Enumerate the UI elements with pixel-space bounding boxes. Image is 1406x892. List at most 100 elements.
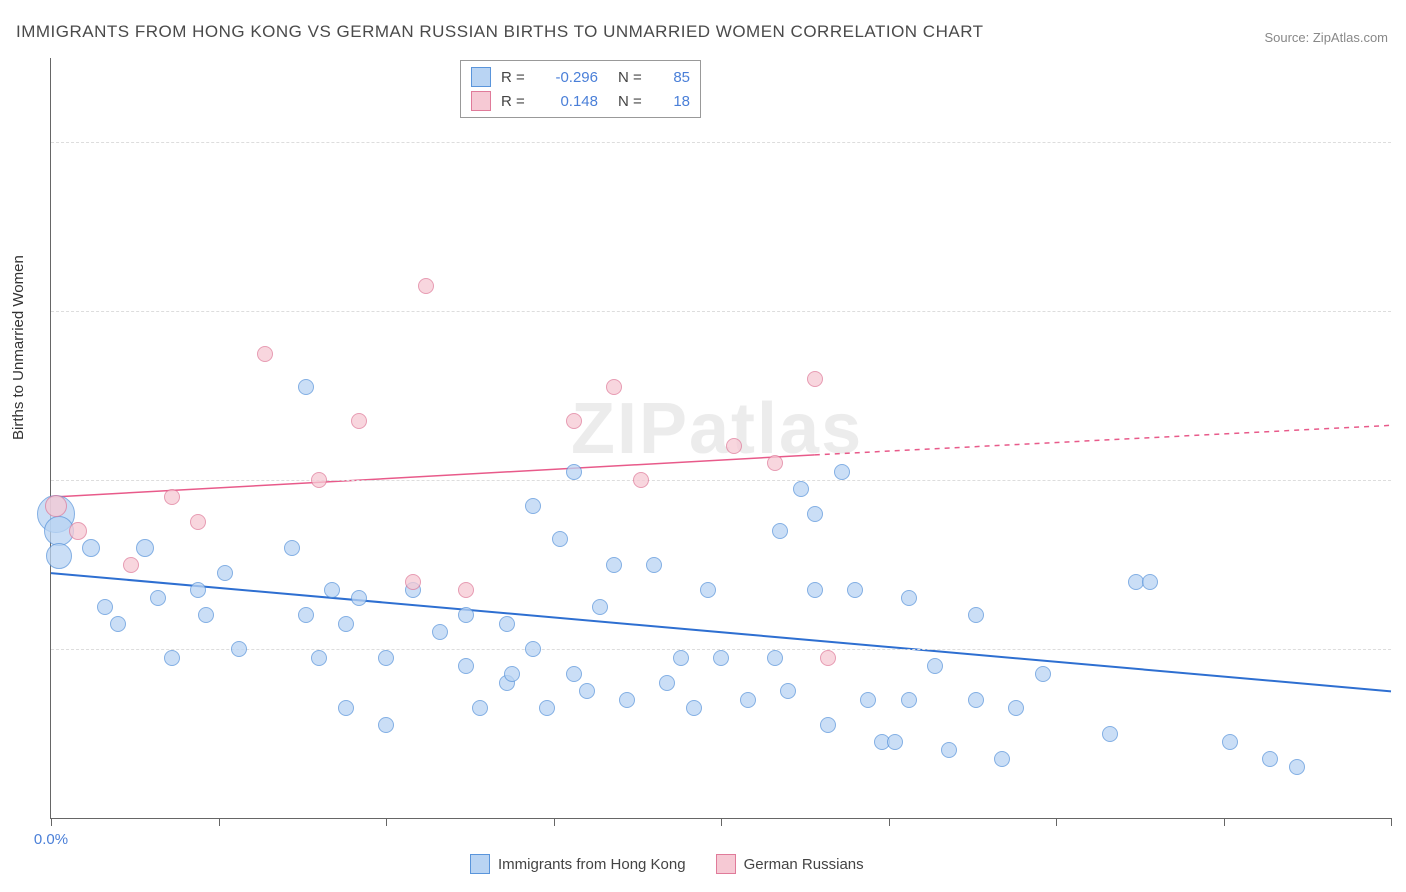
legend-n-value: 85	[660, 69, 690, 86]
data-point	[378, 717, 394, 733]
data-point	[190, 582, 206, 598]
data-point	[592, 599, 608, 615]
data-point	[257, 346, 273, 362]
data-point	[767, 455, 783, 471]
data-point	[458, 658, 474, 674]
data-point	[994, 751, 1010, 767]
source-attribution: Source: ZipAtlas.com	[1264, 30, 1388, 45]
legend-n-label: N =	[618, 93, 650, 110]
trend-lines-svg	[51, 58, 1391, 818]
data-point	[847, 582, 863, 598]
x-tick	[219, 818, 220, 826]
data-point	[136, 539, 154, 557]
data-point	[566, 413, 582, 429]
data-point	[1142, 574, 1158, 590]
data-point	[646, 557, 662, 573]
legend-r-label: R =	[501, 93, 533, 110]
x-tick	[1391, 818, 1392, 826]
legend-r-value: -0.296	[543, 69, 598, 86]
data-point	[606, 557, 622, 573]
legend-series-item: German Russians	[716, 854, 864, 874]
data-point	[525, 498, 541, 514]
x-tick	[1056, 818, 1057, 826]
legend-swatch	[471, 67, 491, 87]
data-point	[579, 683, 595, 699]
data-point	[458, 582, 474, 598]
data-point	[619, 692, 635, 708]
data-point	[901, 692, 917, 708]
x-tick	[1224, 818, 1225, 826]
data-point	[298, 607, 314, 623]
data-point	[1289, 759, 1305, 775]
data-point	[311, 650, 327, 666]
legend-r-label: R =	[501, 69, 533, 86]
data-point	[927, 658, 943, 674]
y-axis-label: Births to Unmarried Women	[10, 255, 27, 440]
data-point	[566, 464, 582, 480]
data-point	[901, 590, 917, 606]
data-point	[834, 464, 850, 480]
data-point	[525, 641, 541, 657]
data-point	[700, 582, 716, 598]
data-point	[887, 734, 903, 750]
data-point	[324, 582, 340, 598]
data-point	[673, 650, 689, 666]
data-point	[298, 379, 314, 395]
legend-series-label: German Russians	[744, 856, 864, 873]
data-point	[807, 371, 823, 387]
data-point	[1102, 726, 1118, 742]
correlation-legend: R =-0.296N =85R =0.148N =18	[460, 60, 701, 118]
data-point	[351, 413, 367, 429]
data-point	[820, 650, 836, 666]
data-point	[767, 650, 783, 666]
data-point	[772, 523, 788, 539]
x-tick	[554, 818, 555, 826]
data-point	[713, 650, 729, 666]
data-point	[231, 641, 247, 657]
data-point	[633, 472, 649, 488]
data-point	[1222, 734, 1238, 750]
data-point	[860, 692, 876, 708]
legend-r-value: 0.148	[543, 93, 598, 110]
data-point	[46, 543, 72, 569]
legend-correlation-row: R =0.148N =18	[471, 89, 690, 113]
data-point	[780, 683, 796, 699]
data-point	[82, 539, 100, 557]
data-point	[69, 522, 87, 540]
series-legend: Immigrants from Hong Kong German Russians	[470, 854, 864, 874]
x-tick	[721, 818, 722, 826]
legend-correlation-row: R =-0.296N =85	[471, 65, 690, 89]
y-tick-label: 20.0%	[1396, 641, 1406, 658]
data-point	[311, 472, 327, 488]
data-point	[686, 700, 702, 716]
data-point	[418, 278, 434, 294]
data-point	[150, 590, 166, 606]
data-point	[110, 616, 126, 632]
data-point	[1008, 700, 1024, 716]
watermark: ZIPatlas	[571, 388, 863, 470]
data-point	[338, 700, 354, 716]
legend-series-label: Immigrants from Hong Kong	[498, 856, 686, 873]
data-point	[378, 650, 394, 666]
data-point	[499, 616, 515, 632]
grid-line	[51, 142, 1391, 143]
legend-series-item: Immigrants from Hong Kong	[470, 854, 686, 874]
data-point	[432, 624, 448, 640]
data-point	[807, 582, 823, 598]
legend-swatch	[716, 854, 736, 874]
data-point	[198, 607, 214, 623]
data-point	[217, 565, 233, 581]
data-point	[45, 495, 67, 517]
data-point	[284, 540, 300, 556]
data-point	[968, 607, 984, 623]
data-point	[405, 574, 421, 590]
x-tick	[51, 818, 52, 826]
data-point	[566, 666, 582, 682]
y-tick-label: 40.0%	[1396, 472, 1406, 489]
data-point	[97, 599, 113, 615]
plot-area: ZIPatlas 20.0%40.0%60.0%80.0%0.0%	[50, 58, 1391, 819]
data-point	[606, 379, 622, 395]
data-point	[539, 700, 555, 716]
legend-swatch	[471, 91, 491, 111]
grid-line	[51, 480, 1391, 481]
